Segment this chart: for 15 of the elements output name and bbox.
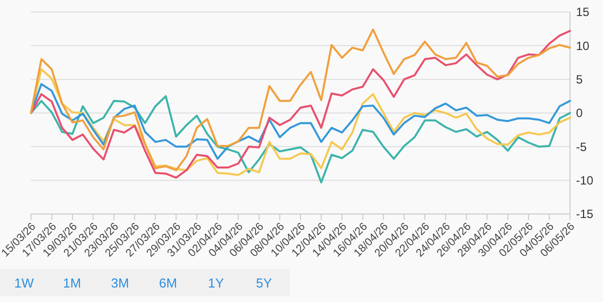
y-tick-label: -10 — [576, 174, 594, 188]
y-tick-label: 5 — [576, 72, 583, 87]
text: 5Y — [256, 276, 272, 291]
line-series — [30, 83, 571, 160]
text: 1W — [14, 276, 34, 291]
text: 1Y — [208, 276, 224, 291]
y-tick-label: 15 — [576, 5, 590, 20]
y-tick-label: 10 — [576, 38, 590, 53]
text: 1M — [62, 276, 82, 291]
text: 6M — [158, 276, 178, 291]
y-tick-label: -5 — [576, 140, 587, 154]
text: 3M — [110, 276, 130, 291]
y-tick-label: -15 — [576, 207, 594, 222]
line-series — [30, 95, 571, 184]
y-tick-label: 0 — [576, 106, 583, 120]
